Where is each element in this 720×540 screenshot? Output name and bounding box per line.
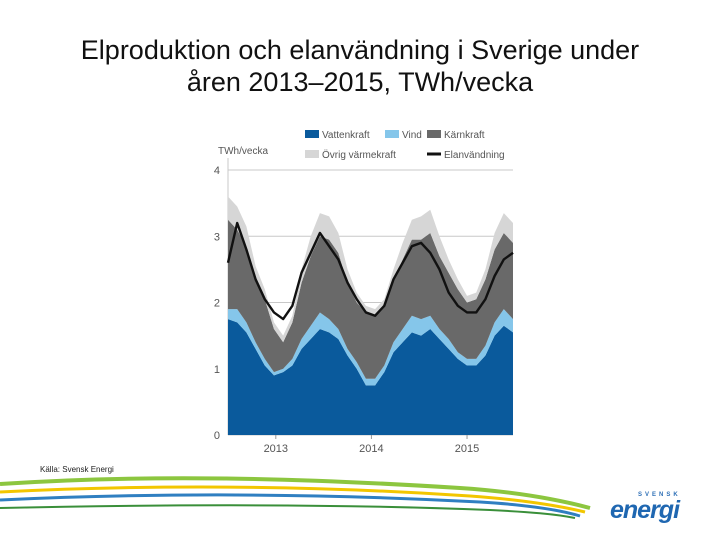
legend-label-0: Vattenkraft — [322, 130, 370, 141]
legend-swatch-0 — [305, 130, 319, 138]
chart-areas — [228, 196, 513, 435]
y-axis-label: TWh/vecka — [218, 146, 268, 157]
slide-title-line-1: Elproduktion och elanvändning i Sverige … — [80, 35, 640, 65]
y-tick-label-0: 0 — [214, 430, 220, 442]
y-tick-label-2: 2 — [214, 298, 220, 310]
area-0 — [228, 319, 513, 435]
legend-label-4: Elanvändning — [444, 150, 505, 161]
x-tick-label-0: 2013 — [264, 443, 288, 455]
chart-line — [226, 221, 514, 321]
x-axis-ticks: 2013 2014 2015 — [264, 435, 479, 455]
decorative-swooshes — [0, 476, 591, 519]
legend-label-3: Övrig värmekraft — [322, 149, 396, 161]
x-tick-label-1: 2014 — [359, 443, 383, 455]
y-tick-label-4: 4 — [214, 165, 220, 177]
legend-swatch-1 — [385, 130, 399, 138]
swoosh-darkgreen — [0, 504, 576, 519]
legend-label-1: Vind — [402, 130, 422, 141]
logo-main-text: energi — [610, 496, 680, 524]
y-tick-label-3: 3 — [214, 231, 220, 243]
slide-title-line-2: åren 2013–2015, TWh/vecka — [186, 67, 534, 97]
slide-title: Elproduktion och elanvändning i Sverige … — [40, 34, 680, 98]
swoosh-yellow — [0, 485, 586, 514]
y-tick-label-1: 1 — [214, 364, 220, 376]
y-axis-ticks: 0 1 2 3 4 — [214, 165, 220, 442]
svensk-energi-logo: SVENSK energi — [608, 492, 694, 526]
x-tick-label-2: 2015 — [455, 443, 479, 455]
swoosh-green — [0, 476, 591, 510]
area-2 — [228, 219, 513, 379]
chart-legend: Vattenkraft Vind Kärnkraft Övrig värmekraft… — [305, 130, 505, 161]
legend-swatch-2 — [427, 130, 441, 138]
logo-top-text: SVENSK — [638, 492, 681, 498]
source-note: Källa: Svensk Energi — [40, 465, 114, 474]
production-consumption-chart: Vattenkraft Vind Kärnkraft Övrig värmekraft… — [214, 130, 514, 455]
line-series-0 — [226, 221, 514, 321]
legend-swatch-3 — [305, 150, 319, 158]
legend-label-2: Kärnkraft — [444, 130, 485, 141]
swoosh-blue — [0, 493, 581, 518]
